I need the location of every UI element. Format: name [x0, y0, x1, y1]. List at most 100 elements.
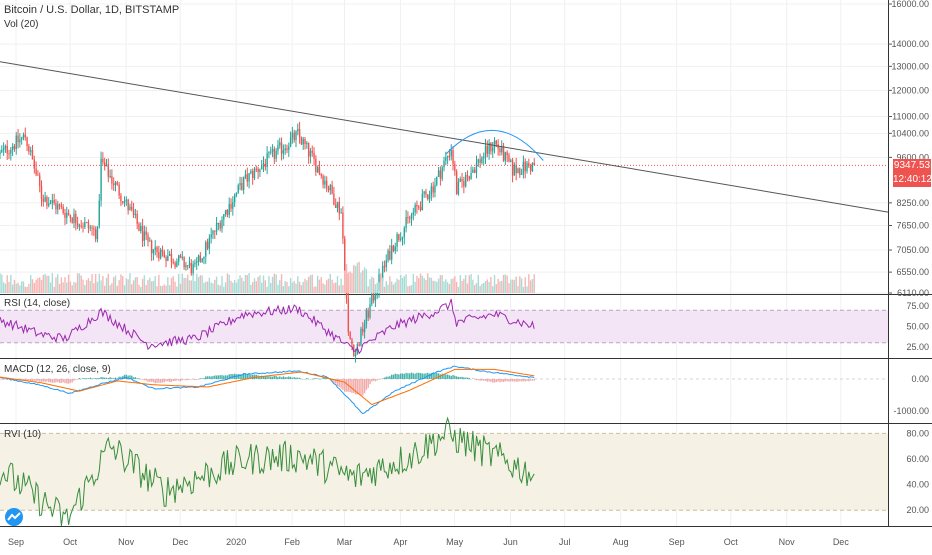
volume-bar — [472, 279, 474, 293]
candle-body — [123, 201, 126, 203]
volume-bar — [228, 274, 230, 293]
candle-body — [437, 170, 440, 177]
candle-body — [71, 217, 73, 223]
macd-histogram-bar — [170, 379, 173, 382]
volume-bar — [501, 280, 503, 293]
volume-bar — [190, 280, 193, 293]
volume-bar — [80, 275, 82, 293]
tradingview-logo-icon[interactable] — [5, 508, 23, 526]
macd-histogram-bar — [526, 379, 528, 381]
candle-body — [116, 182, 119, 185]
macd-histogram-bar — [439, 374, 442, 379]
macd-histogram-bar — [66, 379, 68, 384]
volume-bar — [2, 282, 5, 293]
macd-histogram-bar — [322, 377, 324, 379]
volume-bar — [479, 285, 481, 293]
rvi-tick-label: 80.00 — [906, 428, 929, 438]
candle-body — [392, 245, 395, 251]
candle-body — [149, 240, 151, 242]
candle-body — [427, 194, 429, 200]
candle-body — [138, 223, 140, 231]
macd-tick-label: -1000.00 — [893, 406, 929, 416]
candle-body — [73, 213, 75, 223]
candle-body — [430, 186, 433, 196]
volume-bar — [347, 272, 350, 293]
macd-histogram-bar — [62, 379, 64, 383]
volume-bar — [399, 275, 402, 293]
macd-histogram-bar — [136, 378, 138, 379]
volume-bar — [288, 286, 290, 293]
volume-bar — [353, 264, 355, 293]
macd-histogram-bar — [167, 379, 169, 382]
volume-bar — [201, 275, 203, 293]
candle-body — [161, 249, 164, 252]
macd-histogram-bar — [177, 379, 180, 381]
candle-body — [51, 200, 54, 204]
macd-histogram-bar — [499, 379, 501, 383]
volume-bar — [457, 286, 460, 293]
macd-histogram-bar — [242, 373, 245, 379]
candle-body — [168, 253, 171, 256]
macd-histogram-bar — [445, 374, 447, 379]
volume-bar — [82, 279, 84, 293]
candle-body — [331, 185, 333, 194]
macd-histogram-bar — [40, 379, 43, 382]
macd-histogram-bar — [0, 379, 1, 380]
volume-bar — [320, 277, 322, 293]
volume-bar — [354, 266, 357, 293]
last-price-badge: 9347.53 — [893, 159, 931, 173]
volume-bar — [459, 275, 461, 293]
candle-body — [94, 229, 97, 240]
volume-bar — [154, 276, 156, 293]
macd-histogram-bar — [64, 379, 66, 384]
candle-body — [298, 129, 301, 138]
candle-body — [374, 295, 377, 301]
candle-body — [44, 197, 46, 202]
macd-histogram-bar — [215, 375, 218, 379]
rvi-tick-label: 40.00 — [906, 480, 929, 490]
candle-body — [28, 146, 30, 152]
volume-bar — [149, 277, 151, 293]
candle-body — [131, 206, 133, 210]
volume-bar — [425, 279, 427, 293]
candle-body — [82, 226, 84, 228]
macd-histogram-bar — [138, 378, 140, 379]
volume-bar — [4, 283, 7, 293]
time-tick-label: Apr — [393, 537, 407, 547]
volume-bar — [10, 274, 12, 293]
volume-bar — [307, 276, 310, 293]
candle-body — [434, 184, 436, 193]
macd-histogram-bar — [96, 378, 99, 379]
candle-body — [22, 134, 25, 138]
candle-body — [221, 219, 223, 229]
volume-bar — [363, 267, 366, 293]
macd-histogram-bar — [511, 379, 514, 382]
candle-body — [19, 139, 21, 143]
volume-bar — [273, 273, 276, 293]
volume-bar — [177, 273, 180, 293]
time-tick-label: Sep — [669, 537, 685, 547]
volume-bar — [407, 286, 409, 293]
volume-bar — [174, 281, 176, 293]
candle-body — [35, 168, 37, 175]
volume-bar — [51, 273, 54, 293]
candle-body — [425, 191, 427, 195]
macd-histogram-bar — [109, 377, 111, 379]
candle-body — [53, 200, 55, 204]
macd-histogram-bar — [37, 379, 39, 381]
volume-bar — [437, 278, 440, 293]
macd-histogram-bar — [114, 377, 117, 379]
macd-histogram-bar — [457, 376, 460, 379]
macd-histogram-bar — [291, 377, 294, 379]
volume-bar — [439, 275, 442, 293]
volume-bar — [172, 276, 174, 293]
candle-body — [190, 263, 193, 274]
macd-histogram-bar — [73, 379, 75, 381]
macd-histogram-bar — [53, 379, 55, 383]
candle-body — [316, 167, 319, 173]
arc-pattern — [445, 129, 544, 161]
volume-bar — [416, 275, 418, 293]
candle-body — [531, 162, 534, 171]
candle-body — [212, 230, 214, 235]
